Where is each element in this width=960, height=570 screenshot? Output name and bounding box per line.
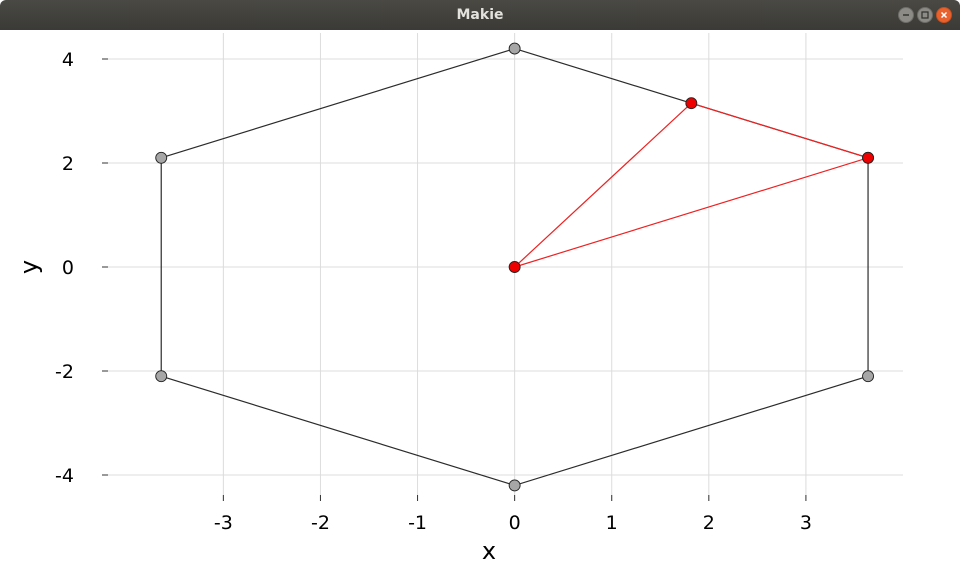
tick-labels: -3 -2 -1 0 1 2 3 -4 -2 0 2 4: [55, 49, 812, 534]
x-tick-label: 3: [800, 512, 812, 534]
series-0-point: [155, 151, 168, 164]
y-tick-label: 4: [62, 49, 74, 71]
chart-canvas: -3 -2 -1 0 1 2 3 -4 -2 0 2 4 x y: [15, 33, 903, 565]
series-1-line: [514, 102, 871, 268]
x-axis-label: x: [482, 537, 496, 565]
y-axis-label: y: [15, 260, 43, 274]
series-1-point: [508, 261, 521, 273]
y-tick-label: -4: [55, 465, 74, 487]
series-0-point: [155, 370, 168, 383]
y-tick-label: -2: [55, 361, 74, 383]
series-1-point: [685, 97, 698, 110]
series-0-point: [508, 42, 521, 55]
window-title: Makie: [456, 7, 504, 23]
series-0-point: [862, 370, 874, 383]
x-tick-label: 0: [509, 512, 521, 534]
x-tick-label: -3: [214, 512, 233, 534]
series-0-point: [508, 479, 521, 492]
y-tick-label: 0: [62, 257, 74, 279]
x-tick-label: -1: [408, 512, 427, 534]
window-titlebar: Makie: [0, 0, 960, 30]
maximize-icon[interactable]: [917, 7, 933, 23]
grid-lines: [102, 33, 903, 501]
x-tick-label: -2: [311, 512, 330, 534]
minimize-icon[interactable]: [898, 7, 914, 23]
series-1-point: [862, 151, 874, 164]
x-tick-label: 2: [703, 512, 715, 534]
close-icon[interactable]: [936, 7, 952, 23]
y-tick-label: 2: [62, 153, 74, 175]
series-layer: [155, 42, 874, 492]
x-tick-label: 1: [606, 512, 618, 534]
